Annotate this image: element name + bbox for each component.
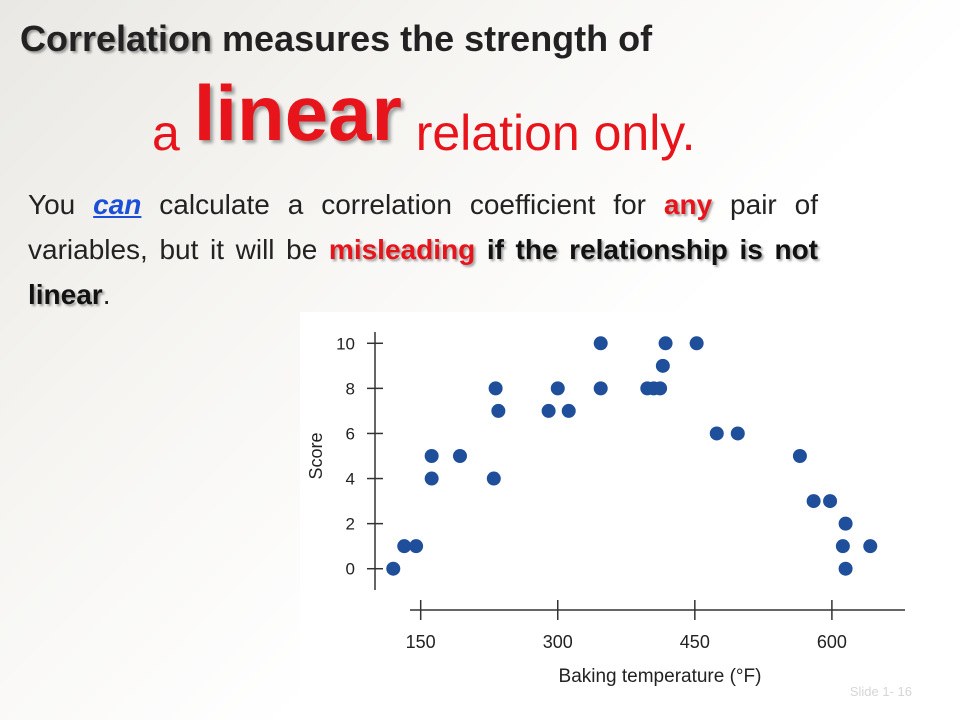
- data-point: [658, 336, 673, 351]
- data-point: [838, 516, 853, 531]
- data-point: [863, 539, 878, 554]
- data-point: [823, 494, 838, 509]
- body-text-5: pair of variables, but it will be: [28, 189, 818, 265]
- data-point: [806, 494, 821, 509]
- data-point: [541, 403, 556, 418]
- x-tick-label: 450: [680, 632, 710, 652]
- data-point: [424, 471, 439, 486]
- title-line1-rest: measures the strength of: [212, 18, 653, 59]
- y-tick-label: 2: [346, 515, 355, 534]
- body-paragraph: You can calculate a correlation coeffici…: [28, 182, 818, 317]
- data-point: [409, 539, 424, 554]
- body-text-1: You: [28, 189, 94, 220]
- data-point: [835, 539, 850, 554]
- data-point: [386, 561, 401, 576]
- data-point: [491, 403, 506, 418]
- data-point: [709, 426, 724, 441]
- data-point: [730, 426, 745, 441]
- slide-title-line1: Correlation measures the strength of: [20, 18, 652, 60]
- data-point: [488, 381, 503, 396]
- y-axis-label: Score: [306, 432, 326, 479]
- slide-number: Slide 1- 16: [849, 684, 912, 699]
- data-point: [424, 449, 439, 463]
- data-point: [452, 449, 467, 463]
- x-tick-label: 150: [406, 632, 436, 652]
- data-point: [792, 449, 807, 463]
- x-axis-label: Baking temperature (°F): [559, 666, 762, 687]
- slide-title-line2: a linear relation only.: [152, 69, 696, 169]
- data-point: [550, 381, 565, 396]
- scatter-plot-svg: 0 2 4 6 8 10 150 300 450 600 Baking temperature (°…: [306, 332, 905, 687]
- emphasis-misleading: misleading: [328, 234, 476, 265]
- title-keyword-linear: linear: [193, 69, 402, 157]
- data-point: [593, 381, 608, 396]
- data-point: [689, 336, 704, 351]
- y-tick-label: 6: [346, 424, 355, 443]
- x-tick-label: 300: [543, 632, 573, 652]
- scatter-plot: 0 2 4 6 8 10 150 300 450 600 Baking temperature (°…: [300, 312, 920, 692]
- y-tick-label: 8: [346, 379, 355, 398]
- title-line2-post: relation only.: [401, 105, 696, 161]
- title-line2-pre: a: [152, 105, 194, 161]
- title-keyword: Correlation: [20, 18, 213, 59]
- emphasis-any: any: [663, 189, 713, 220]
- x-tick-label: 600: [817, 632, 847, 652]
- body-text-3: calculate a correlation coefficient for: [141, 189, 664, 220]
- emphasis-not-linear: if the relationship is not linear: [28, 234, 818, 310]
- data-point: [593, 336, 608, 351]
- data-point: [838, 561, 853, 576]
- data-point: [561, 403, 576, 418]
- y-tick-label: 10: [336, 334, 355, 353]
- y-tick-label: 0: [346, 560, 355, 579]
- body-text-8: .: [102, 279, 111, 310]
- emphasis-can: can: [93, 189, 142, 220]
- data-point: [486, 471, 501, 486]
- y-tick-label: 4: [346, 470, 355, 489]
- data-point: [653, 381, 668, 396]
- data-point: [655, 358, 670, 373]
- data-point: [397, 539, 412, 554]
